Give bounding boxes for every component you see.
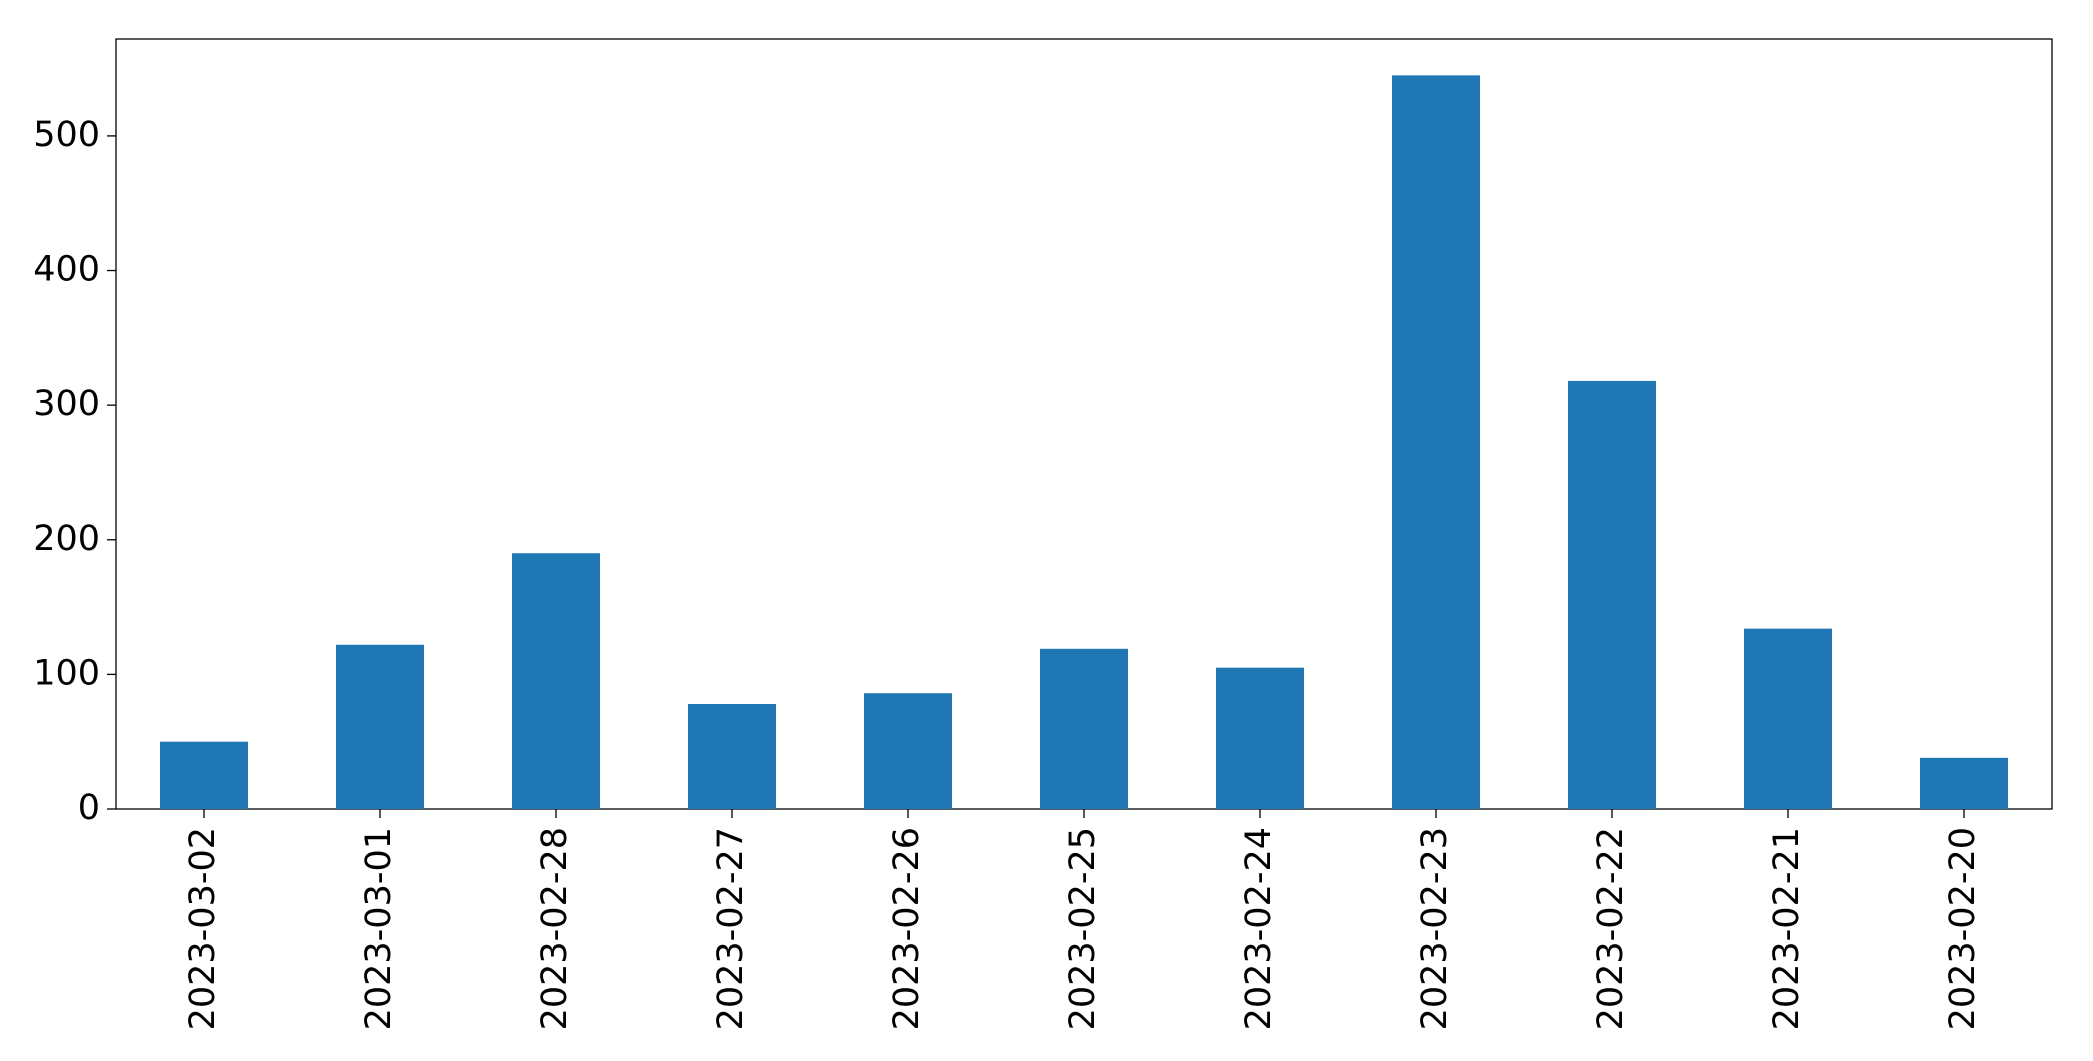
bar	[336, 644, 424, 809]
bar	[864, 693, 952, 809]
bar	[1568, 380, 1656, 809]
y-tick-label: 300	[33, 384, 100, 424]
y-tick-label: 200	[33, 519, 100, 559]
x-tick-label: 2023-03-02	[183, 827, 223, 1030]
bar	[512, 553, 600, 809]
x-tick-label: 2023-02-21	[1767, 827, 1807, 1030]
x-tick-label: 2023-02-20	[1943, 827, 1983, 1030]
y-tick-label: 400	[33, 250, 100, 290]
x-tick-label: 2023-02-26	[887, 827, 927, 1030]
bar	[1392, 75, 1480, 810]
y-tick-label: 100	[33, 653, 100, 693]
x-tick-label: 2023-02-22	[1591, 827, 1631, 1030]
x-tick-label: 2023-02-27	[711, 827, 751, 1030]
x-tick-label: 2023-03-01	[359, 827, 399, 1030]
bar	[160, 741, 248, 809]
x-tick-label: 2023-02-25	[1063, 827, 1103, 1030]
bar	[1216, 667, 1304, 809]
bar	[1920, 757, 2008, 809]
y-tick-label: 500	[33, 115, 100, 155]
y-tick-label: 0	[78, 788, 100, 828]
bar	[1744, 628, 1832, 809]
x-tick-label: 2023-02-28	[535, 827, 575, 1030]
bar	[1040, 648, 1128, 809]
x-tick-label: 2023-02-24	[1239, 827, 1279, 1030]
x-tick-label: 2023-02-23	[1415, 827, 1455, 1030]
bar	[688, 704, 776, 809]
